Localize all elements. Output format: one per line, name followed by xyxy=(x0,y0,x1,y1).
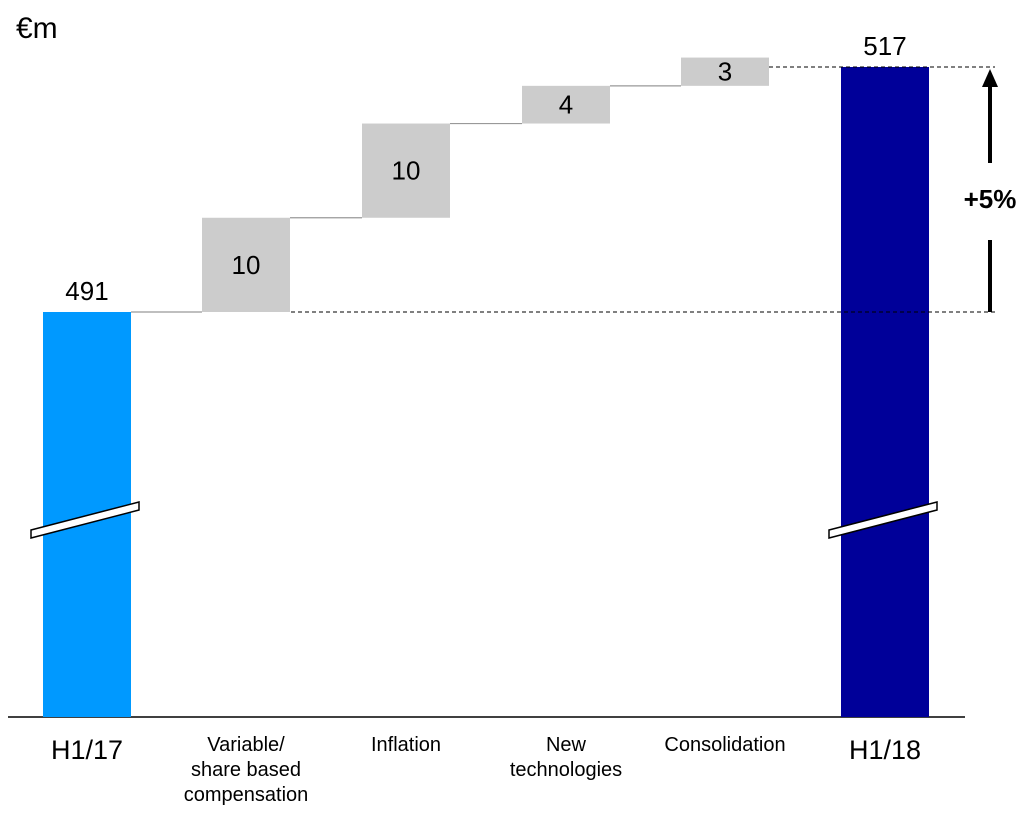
bar-delta xyxy=(362,123,450,218)
bar-delta xyxy=(202,217,290,312)
data-label: 4 xyxy=(559,90,573,120)
change-label: +5% xyxy=(964,184,1017,214)
bar-end-total xyxy=(841,67,929,717)
data-label: 10 xyxy=(392,156,421,186)
axis-break-icon xyxy=(30,501,140,539)
data-label: 517 xyxy=(863,31,906,61)
unit-label: €m xyxy=(16,12,58,45)
bar-delta xyxy=(522,85,610,124)
data-label: 3 xyxy=(718,57,732,87)
category-label: H1/18 xyxy=(849,735,921,765)
axis-break-icon xyxy=(828,501,938,539)
category-label: Inflation xyxy=(371,734,441,756)
arrow-up-icon xyxy=(982,69,998,87)
data-label: 10 xyxy=(232,250,261,280)
category-label: H1/17 xyxy=(51,735,123,765)
bar-delta xyxy=(681,57,769,86)
category-label: Variable/share based compensation xyxy=(184,734,309,806)
category-label: New technologies xyxy=(510,734,622,781)
category-label: Consolidation xyxy=(664,734,785,756)
data-label: 491 xyxy=(65,276,108,306)
